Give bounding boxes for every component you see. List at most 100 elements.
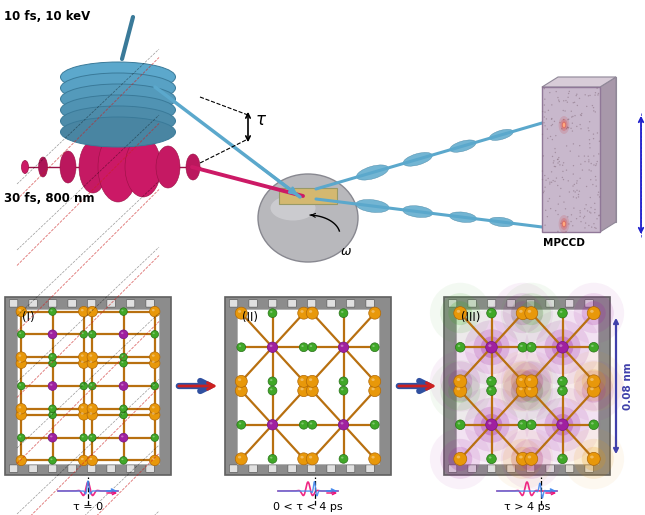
Ellipse shape	[267, 420, 278, 430]
Ellipse shape	[455, 420, 465, 430]
Ellipse shape	[526, 420, 536, 430]
Ellipse shape	[341, 422, 344, 424]
Ellipse shape	[448, 369, 472, 393]
Ellipse shape	[528, 387, 531, 390]
Ellipse shape	[17, 382, 25, 390]
Ellipse shape	[562, 222, 565, 226]
Ellipse shape	[548, 178, 549, 179]
Ellipse shape	[457, 387, 461, 390]
Ellipse shape	[587, 210, 588, 212]
FancyBboxPatch shape	[5, 297, 171, 475]
Ellipse shape	[595, 176, 596, 177]
Ellipse shape	[586, 106, 588, 107]
Ellipse shape	[559, 215, 570, 233]
Ellipse shape	[582, 169, 583, 171]
Ellipse shape	[572, 116, 573, 117]
Ellipse shape	[582, 447, 606, 471]
Ellipse shape	[576, 197, 577, 199]
Ellipse shape	[152, 360, 155, 363]
Ellipse shape	[543, 191, 545, 192]
Ellipse shape	[372, 379, 375, 381]
Ellipse shape	[88, 382, 96, 390]
Ellipse shape	[573, 208, 575, 209]
Ellipse shape	[563, 123, 565, 127]
FancyBboxPatch shape	[448, 465, 457, 472]
Ellipse shape	[579, 124, 581, 125]
Ellipse shape	[516, 384, 530, 397]
Ellipse shape	[519, 369, 543, 393]
Ellipse shape	[573, 102, 574, 104]
Ellipse shape	[50, 332, 52, 334]
Ellipse shape	[372, 345, 375, 347]
Ellipse shape	[535, 398, 590, 452]
FancyBboxPatch shape	[48, 300, 57, 307]
Ellipse shape	[464, 398, 519, 452]
Ellipse shape	[579, 216, 580, 217]
Ellipse shape	[579, 212, 581, 214]
Polygon shape	[600, 77, 616, 232]
Ellipse shape	[578, 196, 579, 198]
Ellipse shape	[152, 354, 155, 357]
FancyBboxPatch shape	[566, 300, 574, 307]
Ellipse shape	[16, 358, 26, 368]
Ellipse shape	[156, 146, 180, 188]
FancyBboxPatch shape	[268, 465, 277, 472]
Ellipse shape	[80, 331, 88, 338]
Ellipse shape	[590, 179, 591, 180]
Ellipse shape	[578, 194, 579, 195]
Ellipse shape	[550, 208, 551, 209]
Ellipse shape	[590, 197, 591, 198]
Ellipse shape	[595, 228, 597, 229]
Ellipse shape	[558, 308, 568, 318]
Ellipse shape	[502, 293, 542, 333]
Ellipse shape	[268, 309, 277, 318]
Ellipse shape	[589, 420, 599, 430]
Ellipse shape	[555, 166, 556, 167]
Ellipse shape	[562, 220, 566, 228]
Ellipse shape	[544, 98, 546, 100]
Ellipse shape	[270, 388, 272, 390]
Ellipse shape	[16, 455, 26, 466]
Ellipse shape	[550, 181, 551, 183]
Ellipse shape	[591, 227, 592, 228]
Ellipse shape	[341, 388, 344, 390]
Ellipse shape	[511, 447, 535, 471]
Ellipse shape	[574, 101, 575, 103]
Ellipse shape	[520, 422, 522, 424]
Ellipse shape	[48, 330, 57, 339]
Ellipse shape	[584, 216, 585, 217]
Ellipse shape	[61, 95, 175, 125]
Text: 0 < τ < 4 ps: 0 < τ < 4 ps	[273, 502, 342, 512]
Ellipse shape	[594, 209, 596, 210]
Ellipse shape	[558, 157, 559, 158]
Ellipse shape	[298, 307, 310, 319]
Ellipse shape	[544, 175, 546, 176]
Ellipse shape	[120, 405, 127, 413]
Ellipse shape	[563, 222, 565, 226]
FancyBboxPatch shape	[249, 465, 257, 472]
Ellipse shape	[298, 375, 310, 387]
Ellipse shape	[488, 345, 491, 347]
Ellipse shape	[511, 362, 551, 401]
FancyBboxPatch shape	[366, 300, 374, 307]
Ellipse shape	[568, 97, 569, 98]
Ellipse shape	[525, 306, 538, 320]
Ellipse shape	[121, 413, 123, 415]
Ellipse shape	[79, 306, 89, 317]
Ellipse shape	[592, 184, 593, 185]
Ellipse shape	[237, 420, 246, 429]
Ellipse shape	[573, 184, 575, 185]
Ellipse shape	[519, 447, 543, 471]
Ellipse shape	[551, 118, 552, 120]
FancyBboxPatch shape	[468, 465, 476, 472]
Ellipse shape	[50, 384, 52, 386]
Ellipse shape	[87, 352, 97, 362]
Ellipse shape	[301, 379, 304, 381]
Ellipse shape	[563, 162, 564, 163]
Ellipse shape	[544, 88, 545, 89]
Ellipse shape	[453, 387, 530, 462]
Ellipse shape	[48, 382, 57, 390]
Ellipse shape	[544, 105, 545, 106]
Ellipse shape	[586, 204, 587, 205]
Ellipse shape	[573, 174, 574, 175]
